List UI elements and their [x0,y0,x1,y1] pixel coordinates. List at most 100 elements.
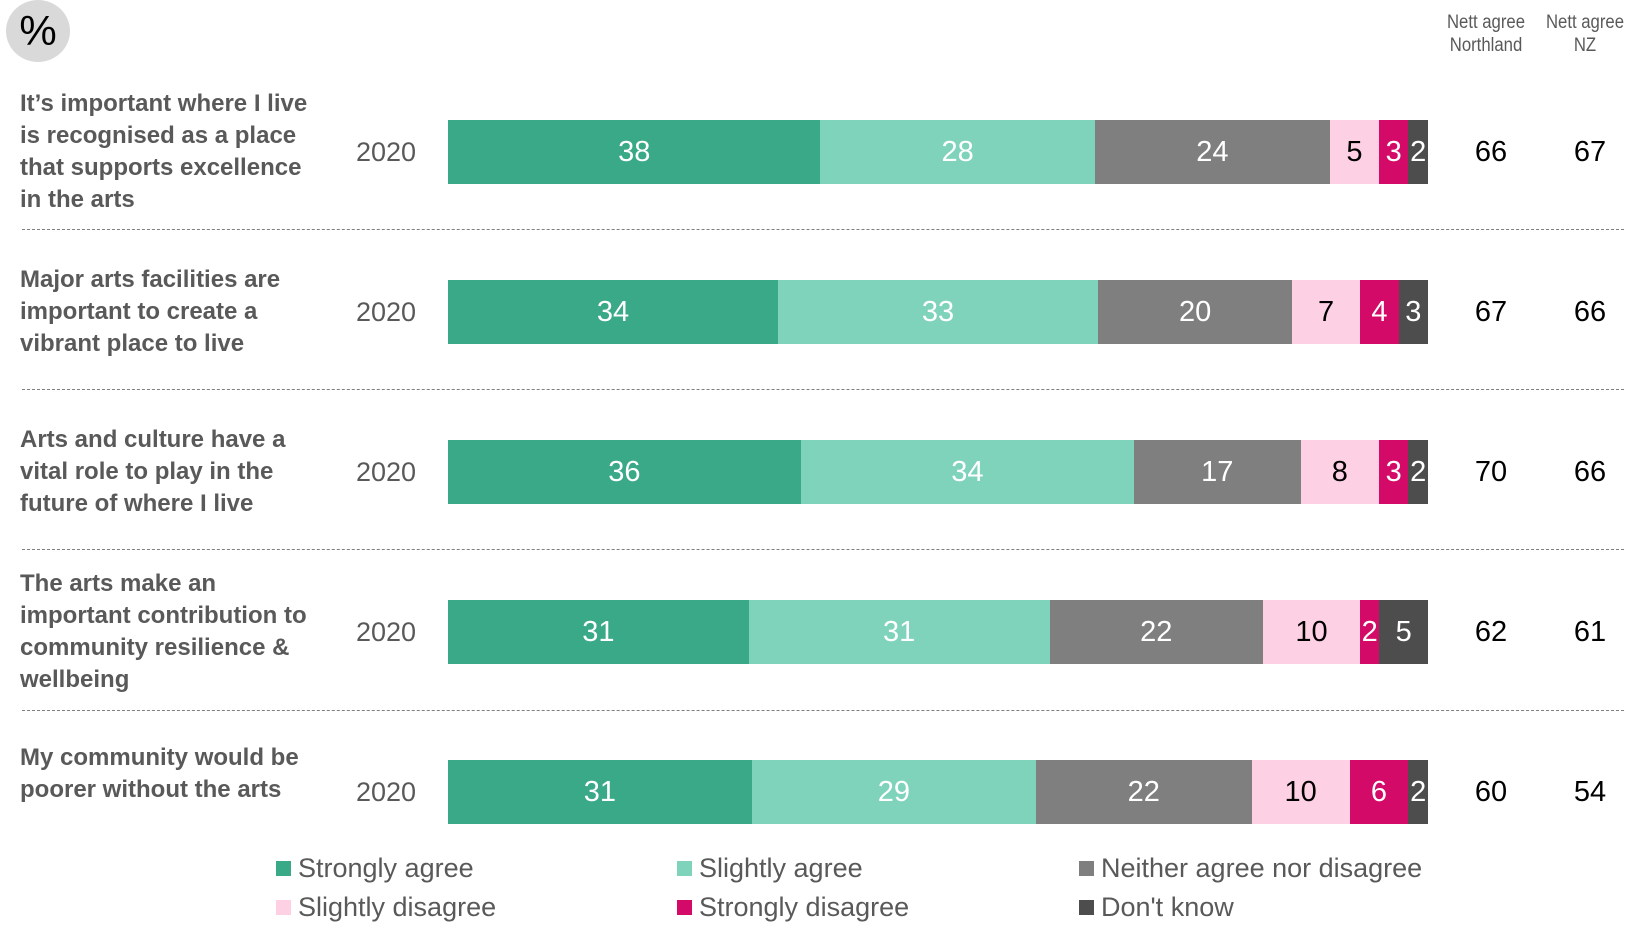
data-label: 34 [951,455,984,488]
nett-agree-northland-value: 60 [1474,776,1508,808]
bar-segment-neither-agree-nor-disagree: 22 [1049,600,1264,664]
data-label: 38 [618,135,651,168]
statement-label: The arts make an important contribution … [20,570,307,693]
bar-segment-strongly-disagree: 3 [1378,120,1409,184]
bar-segment-don-t-know: 2 [1408,120,1428,184]
nett-agree-nz-value: 67 [1573,136,1607,168]
nett-agree-northland-value: 66 [1474,136,1508,168]
legend-item: Neither agree nor disagree [1079,852,1422,884]
legend-item: Strongly agree [276,852,474,884]
bar-row: 36 34 17 8 3 2 [448,440,1428,504]
bar-segment-slightly-agree: 31 [748,600,1050,664]
bar-segment-slightly-agree: 34 [800,440,1134,504]
bar-segment-strongly-disagree: 4 [1360,280,1399,344]
statement-label: Major arts facilities are important to c… [20,266,281,357]
percent-badge: % [6,0,70,62]
data-label: 7 [1318,295,1335,328]
data-label: 20 [1178,295,1212,328]
data-label: 31 [883,615,916,648]
data-label: 17 [1201,455,1234,488]
bar-segment-don-t-know: 2 [1408,760,1428,824]
data-label: 4 [1371,295,1388,328]
data-label: 33 [921,295,955,328]
year-label: 2020 [356,297,417,327]
data-label: 10 [1295,615,1328,648]
bar-segment-don-t-know: 2 [1408,440,1428,504]
bar-segment-strongly-disagree: 6 [1349,760,1409,824]
legend-item: Slightly agree [677,852,863,884]
legend-item: Strongly disagree [677,891,909,923]
data-label: 10 [1284,775,1317,808]
legend-label: Strongly agree [298,853,474,883]
data-label: 3 [1385,455,1402,488]
legend-swatch [677,899,692,915]
data-label: 3 [1405,295,1422,328]
statement-label: Arts and culture have a vital role to pl… [20,426,286,517]
year-label: 2020 [356,137,417,167]
bar-segment-slightly-agree: 29 [751,760,1036,824]
data-label: 31 [582,615,615,648]
data-label: 36 [608,455,641,488]
bar-row: 31 29 22 10 6 2 [448,760,1428,824]
legend-label: Slightly disagree [298,892,497,922]
bar-segment-strongly-agree: 38 [448,120,821,184]
legend-swatch [276,899,291,915]
nett-agree-northland-value: 62 [1474,616,1508,648]
row-divider [22,710,1624,711]
column-header-line: Nett agree [1545,12,1625,33]
nett-agree-nz-value: 66 [1573,456,1607,488]
data-label: 29 [877,775,911,808]
bar-segment-slightly-disagree: 10 [1251,760,1350,824]
data-label: 5 [1395,615,1412,648]
data-label: 8 [1331,455,1348,488]
data-label: 5 [1346,135,1363,168]
legend-swatch [1079,899,1094,915]
nett-agree-nz-value: 54 [1573,776,1607,808]
data-label: 2 [1410,455,1427,488]
bar-segment-slightly-disagree: 7 [1292,280,1361,344]
legend-label: Don't know [1101,892,1234,922]
column-header-nett-agree-nz: Nett agree NZ [1541,11,1626,57]
bar-row: 38 28 24 5 3 2 [448,120,1428,184]
legend-label: Strongly disagree [699,892,910,922]
column-header-nett-agree-northland: Nett agree Northland [1442,11,1530,57]
bar-segment-neither-agree-nor-disagree: 17 [1133,440,1301,504]
bar-segment-strongly-disagree: 3 [1378,440,1409,504]
bar-row: 34 33 20 7 4 3 [448,280,1428,344]
column-header-line: Northland [1449,35,1523,56]
bar-segment-strongly-agree: 31 [448,760,752,824]
legend-swatch [1079,860,1094,876]
data-label: 6 [1370,775,1388,808]
bar-segment-strongly-agree: 31 [448,600,749,664]
bar-segment-slightly-disagree: 5 [1329,120,1379,184]
data-label: 28 [941,135,974,168]
data-label: 31 [583,775,617,808]
bar-segment-strongly-disagree: 2 [1360,600,1380,664]
statement-label: My community would be poorer without the… [20,744,299,803]
bar-segment-strongly-agree: 34 [448,280,778,344]
legend-label: Neither agree nor disagree [1101,853,1423,883]
year-label: 2020 [356,777,417,807]
legend-item: Don't know [1079,891,1234,923]
column-header-line: Nett agree [1446,12,1526,33]
year-label: 2020 [356,617,417,647]
nett-agree-northland-value: 70 [1474,456,1508,488]
data-label: 2 [1410,135,1427,168]
column-header-line: NZ [1573,35,1597,56]
data-label: 34 [596,295,630,328]
legend-swatch [276,860,291,876]
bar-row: 31 31 22 10 2 5 [448,600,1428,664]
data-label: 3 [1385,135,1402,168]
data-label: 24 [1196,135,1229,168]
row-divider [22,389,1624,390]
legend-label: Slightly agree [699,853,863,883]
nett-agree-nz-value: 66 [1573,296,1607,328]
statement-label: It’s important where I live is recognise… [20,90,308,213]
bar-segment-neither-agree-nor-disagree: 22 [1035,760,1252,824]
nett-agree-nz-value: 61 [1573,616,1607,648]
row-divider [22,229,1624,230]
bar-segment-strongly-agree: 36 [448,440,801,504]
bar-segment-neither-agree-nor-disagree: 20 [1098,280,1293,344]
bar-segment-slightly-agree: 33 [777,280,1099,344]
bar-segment-don-t-know: 3 [1398,280,1428,344]
